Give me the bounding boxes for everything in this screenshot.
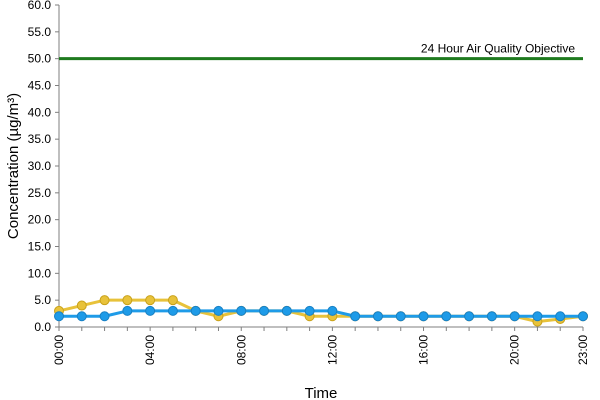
y-axis-title: Concentration (µg/m³) (5, 93, 22, 239)
series-2-point (372, 311, 383, 322)
series-2-point (441, 311, 452, 322)
series-2-point (304, 305, 315, 316)
series-2-point (167, 305, 178, 316)
series-2-point (327, 305, 338, 316)
series-2-point (509, 311, 520, 322)
series-2-point (464, 311, 475, 322)
series-layer (54, 295, 588, 327)
y-tick-label: 35.0 (28, 132, 52, 146)
y-tick-label: 30.0 (28, 159, 52, 173)
series-1-point (122, 295, 133, 306)
series-1-point (167, 295, 178, 306)
x-tick-label: 08:00 (234, 335, 248, 365)
y-tick-label: 25.0 (28, 186, 52, 200)
y-tick-label: 5.0 (34, 293, 51, 307)
y-tick-label: 40.0 (28, 105, 52, 119)
series-2-point (76, 311, 87, 322)
series-1-point (76, 300, 87, 311)
series-2-point (145, 305, 156, 316)
series-2 (54, 305, 588, 322)
x-tick-label: 23:00 (576, 335, 590, 365)
series-2-point (190, 305, 201, 316)
x-tick-label: 12:00 (325, 335, 339, 365)
series-2-point (578, 311, 588, 322)
y-axis-ticks: 0.0 5.0 10.0 15.0 20.0 25.0 30.0 35.0 40.0 45.0 50… (28, 0, 59, 334)
series-1-point (99, 295, 110, 306)
x-axis-title: Time (305, 385, 338, 400)
series-2-point (350, 311, 361, 322)
series-2-point (418, 311, 429, 322)
series-2-point (54, 311, 64, 322)
series-2-point (99, 311, 110, 322)
x-tick-label: 00:00 (52, 335, 66, 365)
x-axis-ticks: 00:00 04:00 08:00 12:00 16:00 20:00 23:00 (52, 327, 590, 365)
series-1-point (145, 295, 156, 306)
x-tick-label: 20:00 (508, 335, 522, 365)
series-2-point (213, 305, 224, 316)
y-tick-label: 10.0 (28, 266, 52, 280)
y-tick-label: 20.0 (28, 213, 52, 227)
y-tick-label: 60.0 (28, 0, 52, 12)
x-tick-label: 16:00 (417, 335, 431, 365)
series-2-point (281, 305, 292, 316)
series-2-point (259, 305, 270, 316)
x-tick-label: 04:00 (143, 335, 157, 365)
y-tick-label: 0.0 (34, 320, 51, 334)
reference-line-group: 24 Hour Air Quality Objective (59, 42, 583, 61)
series-2-point (395, 311, 406, 322)
y-tick-label: 50.0 (28, 52, 52, 66)
y-tick-label: 15.0 (28, 240, 52, 254)
y-tick-label: 55.0 (28, 25, 52, 39)
series-2-point (122, 305, 133, 316)
series-2-point (236, 305, 247, 316)
series-2-point (532, 311, 543, 322)
series-2-point (555, 311, 566, 322)
series-2-point (486, 311, 497, 322)
y-tick-label: 45.0 (28, 79, 52, 93)
air-quality-objective-label: 24 Hour Air Quality Objective (421, 42, 575, 56)
